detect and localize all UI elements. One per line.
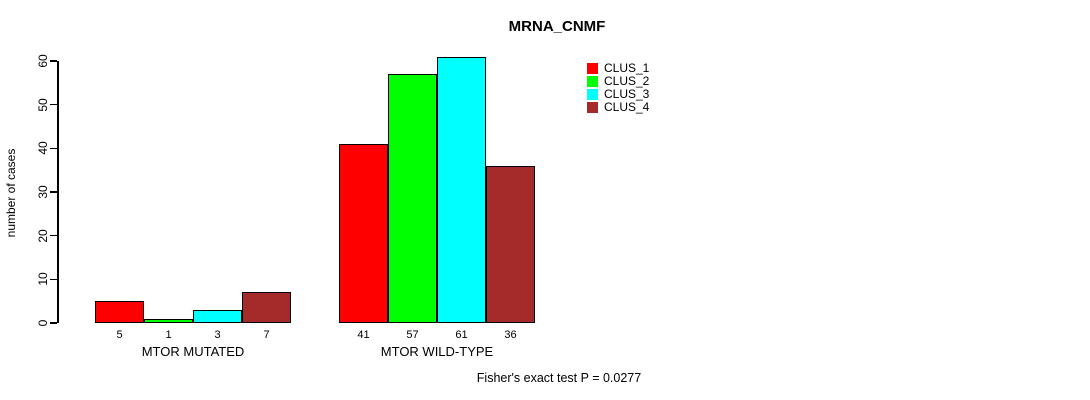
legend-swatch-clus-3 [587, 89, 598, 100]
annotation-text: Fisher's exact test P = 0.0277 [476, 371, 642, 385]
legend-label-clus-4: CLUS_4 [604, 100, 650, 114]
y-tick-label: 50 [36, 97, 50, 112]
legend-item-clus-4: CLUS_4 [587, 101, 649, 114]
bar-value-label: 61 [455, 329, 468, 341]
bar-clus_3-group2 [437, 56, 486, 323]
y-axis-tick [50, 147, 57, 150]
y-axis-line [57, 61, 59, 323]
y-axis-tick [50, 234, 57, 237]
group-label: MTOR MUTATED [141, 344, 245, 359]
legend-item-clus-3: CLUS_3 [587, 88, 649, 101]
y-tick-label: 10 [36, 272, 50, 287]
bar-value-label: 41 [357, 329, 370, 341]
bar-clus_3-group1 [193, 309, 242, 323]
legend-item-clus-2: CLUS_2 [587, 75, 649, 88]
y-tick-label: 0 [36, 319, 50, 327]
bar-value-label: 5 [116, 329, 123, 341]
bar-clus_4-group1 [242, 292, 291, 323]
y-axis-tick [50, 322, 57, 324]
legend-item-clus-1: CLUS_1 [587, 62, 649, 75]
group-label: MTOR WILD-TYPE [380, 344, 494, 359]
bar-value-label: 3 [214, 329, 221, 341]
legend-swatch-clus-4 [587, 102, 598, 113]
bar-clus_1-group1 [95, 301, 144, 323]
y-axis-tick [50, 278, 57, 281]
y-tick-label: 20 [36, 228, 50, 243]
y-axis-tick [50, 60, 57, 62]
bar-value-label: 57 [406, 329, 419, 341]
bar-clus_2-group2 [388, 74, 437, 323]
y-axis-tick [50, 191, 57, 193]
y-tick-label: 60 [36, 54, 50, 68]
y-axis-tick [50, 103, 57, 106]
legend-label-clus-2: CLUS_2 [604, 74, 650, 88]
y-tick-label: 30 [36, 185, 50, 199]
legend-swatch-clus-1 [587, 63, 598, 74]
legend-swatch-clus-2 [587, 76, 598, 87]
y-axis-label: number of cases [4, 148, 18, 238]
chart-title: MRNA_CNMF [508, 18, 606, 35]
bar-value-label: 36 [504, 329, 517, 341]
bar-clus_2-group1 [144, 318, 193, 323]
bar-clus_4-group2 [486, 165, 535, 323]
bar-value-label: 7 [263, 329, 270, 341]
legend: CLUS_1 CLUS_2 CLUS_3 CLUS_4 [587, 62, 649, 114]
bar-value-label: 1 [165, 329, 172, 341]
legend-label-clus-3: CLUS_3 [604, 87, 650, 101]
bar-clus_1-group2 [339, 143, 388, 323]
legend-label-clus-1: CLUS_1 [604, 61, 650, 75]
y-tick-label: 40 [36, 141, 50, 156]
